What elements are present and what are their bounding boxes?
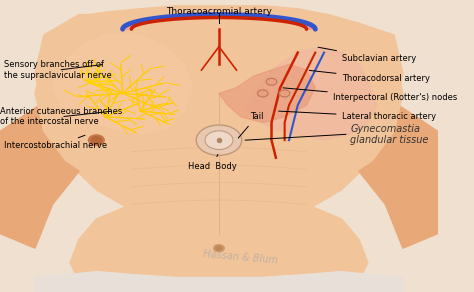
- Circle shape: [89, 135, 104, 145]
- Text: Subclavian artery: Subclavian artery: [318, 47, 416, 63]
- Polygon shape: [0, 88, 153, 248]
- Text: Gynecomastia
glandular tissue: Gynecomastia glandular tissue: [350, 124, 428, 145]
- Text: Intercostobrachial nerve: Intercostobrachial nerve: [4, 135, 108, 150]
- Polygon shape: [285, 88, 438, 248]
- Polygon shape: [35, 6, 403, 228]
- Text: Anterior cutaneous branches
of the intercostal nerve: Anterior cutaneous branches of the inter…: [0, 107, 122, 126]
- Circle shape: [196, 125, 242, 155]
- Circle shape: [216, 246, 222, 250]
- Polygon shape: [175, 237, 263, 292]
- Circle shape: [205, 131, 233, 150]
- Polygon shape: [219, 64, 315, 123]
- Polygon shape: [70, 204, 368, 292]
- Circle shape: [266, 78, 277, 85]
- Polygon shape: [53, 35, 193, 134]
- Circle shape: [257, 90, 268, 97]
- Polygon shape: [35, 272, 403, 292]
- Circle shape: [214, 245, 224, 252]
- Text: Interpectoral (Rotter's) nodes: Interpectoral (Rotter's) nodes: [283, 88, 457, 102]
- Circle shape: [91, 137, 101, 144]
- Text: Lateral thoracic artery: Lateral thoracic artery: [279, 111, 436, 121]
- Text: Thoracodorsal artery: Thoracodorsal artery: [310, 70, 429, 83]
- Text: Sensory branches off of
the supraclavicular nerve: Sensory branches off of the supraclavicu…: [4, 60, 112, 80]
- Polygon shape: [123, 15, 315, 29]
- Circle shape: [279, 90, 290, 97]
- Polygon shape: [245, 47, 377, 140]
- Text: Hassan & Blum: Hassan & Blum: [203, 249, 279, 265]
- Text: Tail: Tail: [238, 112, 263, 138]
- Polygon shape: [35, 12, 403, 219]
- Text: Thoracoacromial artery: Thoracoacromial artery: [166, 7, 272, 16]
- Text: Head  Body: Head Body: [188, 154, 237, 171]
